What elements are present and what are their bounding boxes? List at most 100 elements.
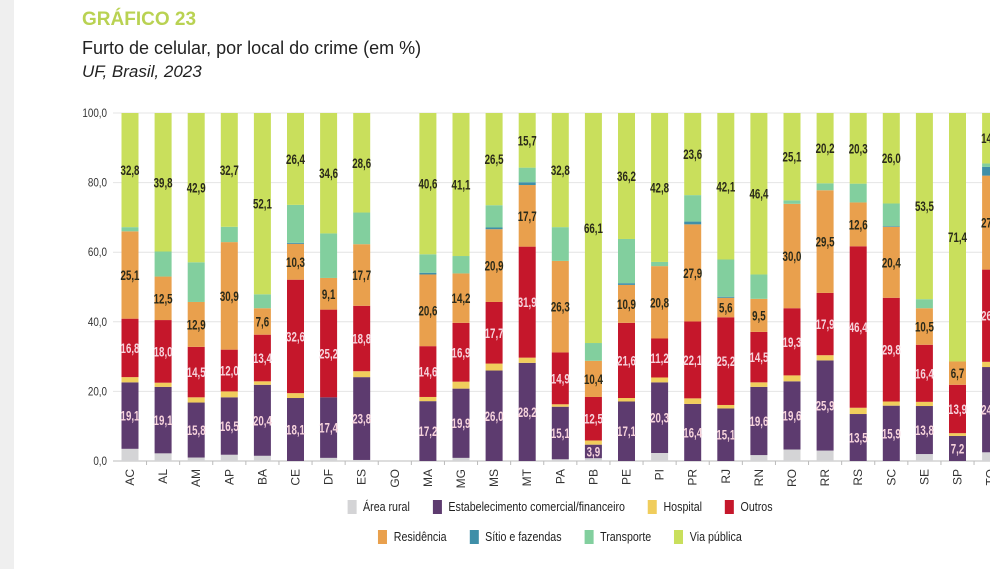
bar-segment-am-7 [187,113,205,263]
data-label: 22,1 [683,353,702,368]
data-label: 7,2 [951,442,965,457]
bar-segment-pi-2 [651,377,669,383]
bar-segment-pi-3 [651,338,669,378]
data-label: 11,2 [650,352,669,367]
data-label: 29,5 [816,235,835,250]
data-label: 19,9 [452,417,471,432]
bar-segment-pa-0 [551,459,569,461]
data-label: 16,4 [683,426,702,441]
bar-segment-sp-4 [949,361,966,385]
data-label: 10,4 [584,372,603,387]
bar-segment-rn-3 [750,331,768,383]
bar-segment-mt-6 [518,167,536,183]
legend-swatch [647,499,657,514]
data-label: 28,2 [518,405,537,420]
bar-segment-se-3 [915,344,933,402]
stacked-bar-chart: 0,0 20,0 40,0 60,0 80,0 100,0 AC 19,1 16,8 25,1 32… [82,107,990,488]
bar-segment-pb-7 [584,113,602,344]
legend-swatch [469,529,479,544]
bar-segment-mg-3 [452,322,470,382]
data-label: 20,8 [650,296,669,311]
bar-segment-ma-5 [419,272,437,275]
data-label: 18,0 [154,345,173,360]
bar-segment-se-0 [915,454,933,461]
bar-segment-ro-0 [783,449,801,461]
bar-segment-rs-1 [849,414,867,461]
bar-segment-df-3 [320,309,338,398]
data-label: 26,5 [981,309,990,324]
bar-segment-pa-4 [551,260,569,353]
y-tick-label: 80,0 [88,177,107,190]
data-label: 26,3 [551,300,570,315]
chart-number: GRÁFICO 23 [82,9,197,30]
bar-segment-ap-3 [220,349,238,392]
legend-swatch [378,529,388,544]
bar-segment-ce-6 [287,204,304,243]
x-tick-label: PI [653,469,667,480]
bar-segment-es-6 [353,212,371,245]
bar-segment-df-7 [320,113,338,234]
legend-label: Hospital [663,499,703,514]
bar-segment-df-6 [320,233,338,278]
bar-segment-rj-4 [717,297,735,318]
data-label: 14,5 [749,351,768,366]
data-label: 20,4 [882,256,901,271]
bar-segment-ce-7 [287,113,304,205]
bar-segment-am-4 [187,301,205,347]
x-tick-label: SC [884,469,898,486]
bar-segment-pe-1 [618,401,635,461]
bar-segment-pe-3 [618,322,635,399]
data-label: 16,8 [121,341,140,356]
data-label: 23,8 [352,412,371,427]
bar-segment-pr-1 [684,403,702,461]
bar-segment-am-6 [187,262,205,302]
legend-swatch [432,499,442,514]
data-label: 10,9 [617,297,636,312]
bar-segment-rr-2 [816,355,834,361]
data-label: 19,1 [154,414,173,429]
data-label: 14,5 [187,366,206,381]
bar-segment-rj-5 [717,296,735,298]
bar-segment-rn-6 [750,274,768,299]
bar-segment-ap-1 [220,397,238,455]
bar-segment-rn-2 [750,382,768,387]
data-label: 32,8 [121,164,140,179]
bar-segment-ba-6 [253,294,271,309]
bar-segment-ac-6 [121,227,139,232]
data-label: 13,4 [253,352,272,367]
bar-segment-to-2 [982,361,990,368]
bar-segment-ac-1 [121,382,139,449]
bar-segment-ba-4 [253,308,271,335]
data-label: 13,5 [849,431,868,446]
bar-segment-mg-6 [452,256,470,274]
data-label: 12,5 [154,292,173,307]
bar-segment-to-6 [982,163,990,167]
bar-segment-am-2 [187,397,205,403]
data-label: 20,4 [253,414,272,429]
data-label: 26,0 [485,409,504,424]
bar-segment-pe-4 [618,284,635,323]
data-label: 5,6 [719,301,733,316]
bar-segment-pb-6 [584,343,602,361]
bar-segment-pi-6 [651,261,669,267]
bar-segment-pa-7 [551,113,569,228]
bar-segment-al-6 [154,251,172,277]
x-tick-label: AL [156,469,170,484]
bar-segment-rr-3 [816,292,834,356]
data-label: 19,6 [749,415,768,430]
bar-segment-pa-3 [551,352,569,405]
data-label: 25,2 [319,347,338,362]
data-label: 19,1 [121,409,140,424]
data-label: 20,9 [485,259,504,274]
bar-segment-rn-0 [750,455,768,461]
bar-segment-mg-4 [452,273,470,323]
data-label: 10,5 [915,320,934,335]
y-tick-label: 0,0 [93,455,107,468]
bar-segment-to-1 [982,367,990,453]
data-label: 41,1 [452,178,471,193]
bar-segment-mt-3 [518,246,536,358]
legend-label: Transporte [600,529,652,544]
bar-segment-se-1 [915,406,933,455]
data-label: 21,6 [617,354,636,369]
bar-segment-rr-6 [816,183,834,191]
